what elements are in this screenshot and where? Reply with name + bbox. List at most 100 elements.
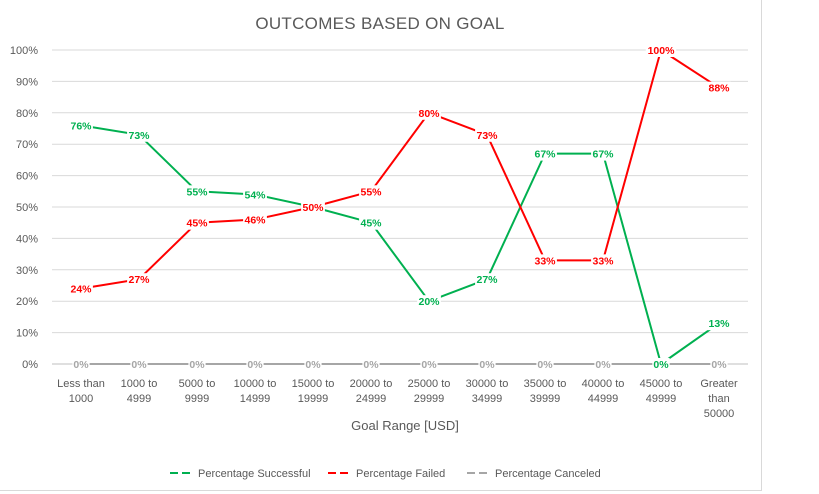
x-tick-label-line: 35000 to [524,378,567,390]
x-tick-label-line: 1000 [69,393,93,405]
data-label-bg [533,147,557,161]
x-tick-label-line: 14999 [240,393,271,405]
data-label: 20% [418,296,440,308]
x-tick-label: 45000 to 49999 [640,378,683,405]
data-label-bg [185,216,209,230]
y-tick-label: 40% [16,233,38,245]
data-label: 0% [421,359,437,371]
data-label-bg [188,358,206,371]
data-label: 67% [592,149,614,161]
x-tick-label-line: 50000 [704,408,735,420]
x-tick-label-line: 44999 [588,393,619,405]
data-label: 0% [189,359,205,371]
data-label-bg [420,358,438,371]
legend: Percentage Successful Percentage Failed Pe… [170,468,601,480]
x-tick-label-line: 45000 to [640,378,683,390]
data-label-bg [359,185,383,199]
x-tick-label: 40000 to 44999 [582,378,625,405]
x-axis-tick-labels: Less than 1000 1000 to 4999 5000 to 9999 10000… [57,378,738,420]
y-tick-label: 0% [22,359,38,371]
data-label: 73% [476,130,498,142]
data-label: 27% [128,274,150,286]
data-label: 0% [363,359,379,371]
data-label-bg [475,128,499,142]
y-tick-label: 50% [16,202,38,214]
data-label: 55% [186,186,208,198]
data-label-bg [246,358,264,371]
x-tick-label-line: 1000 to [121,378,158,390]
x-tick-label-line: 24999 [356,393,387,405]
data-label-bg [652,358,670,371]
x-tick-label: Less than 1000 [57,378,105,405]
data-label-bg [645,44,677,57]
data-label: 0% [653,359,669,371]
legend-label: Percentage Canceled [495,468,601,480]
x-tick-label-line: 39999 [530,393,561,405]
data-label-bg [304,358,322,371]
x-tick-label-line: Less than [57,378,105,390]
legend-label: Percentage Successful [198,468,311,480]
data-label-bg [417,295,441,309]
data-label-bg [475,273,499,287]
data-label-bg [69,282,93,296]
chart-title: OUTCOMES BASED ON GOAL [255,14,504,33]
data-label-bg [591,254,615,268]
data-label-bg [707,81,731,95]
x-tick-label-line: 30000 to [466,378,509,390]
y-tick-label: 10% [16,328,38,340]
x-tick-label: 1000 to 4999 [121,378,158,405]
x-tick-label: 30000 to 34999 [466,378,509,405]
x-tick-label: 25000 to 29999 [408,378,451,405]
data-label: 0% [479,359,495,371]
y-tick-label: 100% [10,45,38,57]
data-label-bg [707,317,731,331]
x-tick-label-line: 19999 [298,393,329,405]
data-label: 55% [360,186,382,198]
data-label: 76% [70,120,92,132]
x-tick-label: 10000 to 14999 [234,378,277,405]
data-label: 0% [711,359,727,371]
data-label: 0% [131,359,147,371]
data-label: 50% [302,202,324,214]
data-label: 27% [476,274,498,286]
data-label: 33% [534,255,556,267]
data-label-bg [72,358,90,371]
data-label-bg [130,358,148,371]
data-label: 54% [244,189,266,201]
data-label-bg [301,201,325,214]
y-tick-label: 90% [16,76,38,88]
x-tick-label-line: 34999 [472,393,503,405]
data-label-bg [359,216,383,230]
data-label: 67% [534,149,556,161]
x-tick-label-line: 5000 to [179,378,216,390]
legend-label: Percentage Failed [356,468,445,480]
series-line-percentage-failed [80,49,720,290]
data-label-bg [710,358,728,371]
x-tick-label-line: 29999 [414,393,445,405]
y-tick-label: 70% [16,139,38,151]
data-label-bg [185,185,209,199]
data-label: 100% [648,45,676,57]
y-tick-label: 80% [16,108,38,120]
data-label: 45% [186,218,208,230]
x-tick-label-line: 10000 to [234,378,277,390]
series-lines [80,49,720,365]
data-label: 73% [128,130,150,142]
data-label: 80% [418,108,440,120]
x-tick-label: 15000 to 19999 [292,378,335,405]
data-label: 0% [305,359,321,371]
data-label-bg [478,358,496,371]
x-tick-label-line: Greater [700,378,738,390]
data-label: 33% [592,255,614,267]
data-label: 46% [244,215,266,227]
x-tick-label-line: 15000 to [292,378,335,390]
data-label-bg [536,358,554,371]
y-tick-label: 60% [16,171,38,183]
x-tick-label: 35000 to 39999 [524,378,567,405]
x-tick-label-line: 9999 [185,393,209,405]
data-label-bg [594,358,612,371]
data-label: 0% [73,359,89,371]
x-tick-label: 20000 to 24999 [350,378,393,405]
gridlines [52,49,748,365]
data-label-bg [417,106,441,120]
